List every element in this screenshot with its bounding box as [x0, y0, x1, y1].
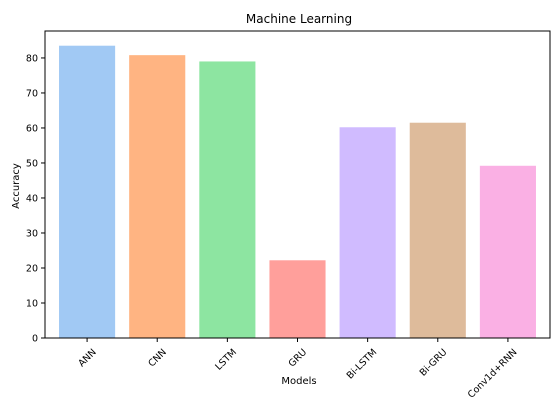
y-axis-ticks: 0 10 20 30 40 50 60 70 80	[26, 53, 45, 345]
bar-lstm	[199, 61, 256, 339]
y-tick-label: 60	[26, 123, 38, 134]
x-tick-label: ANN	[76, 347, 98, 369]
y-tick-label: 70	[26, 88, 38, 99]
bar-ann	[59, 45, 116, 339]
bar-conv1d-rnn	[479, 165, 536, 338]
bar-bi-lstm	[339, 127, 396, 338]
y-tick-label: 10	[26, 298, 38, 309]
x-tick-label: Conv1d+RNN	[466, 347, 520, 401]
x-tick-label: CNN	[146, 347, 169, 370]
x-axis-label: Models	[281, 376, 316, 387]
x-axis-ticks: ANN CNN LSTM GRU Bi-LSTM Bi-GRU Conv1d+RNN	[76, 338, 520, 401]
bar-bi-gru	[409, 122, 466, 338]
y-tick-label: 50	[26, 158, 38, 169]
bar-gru	[269, 260, 326, 338]
chart-title: Machine Learning	[246, 12, 352, 26]
y-axis-label: Accuracy	[11, 163, 22, 209]
y-tick-label: 0	[32, 334, 38, 345]
x-tick-label: Bi-GRU	[418, 347, 450, 379]
plot-frame	[44, 30, 551, 339]
y-tick-label: 80	[26, 53, 38, 64]
y-tick-label: 20	[26, 263, 38, 274]
x-tick-label: LSTM	[213, 347, 239, 373]
y-tick-label: 40	[26, 193, 38, 204]
x-tick-label: Bi-LSTM	[345, 347, 380, 382]
bars	[59, 45, 536, 339]
y-tick-label: 30	[26, 228, 38, 239]
x-tick-label: GRU	[287, 347, 310, 370]
bar-cnn	[129, 55, 186, 339]
